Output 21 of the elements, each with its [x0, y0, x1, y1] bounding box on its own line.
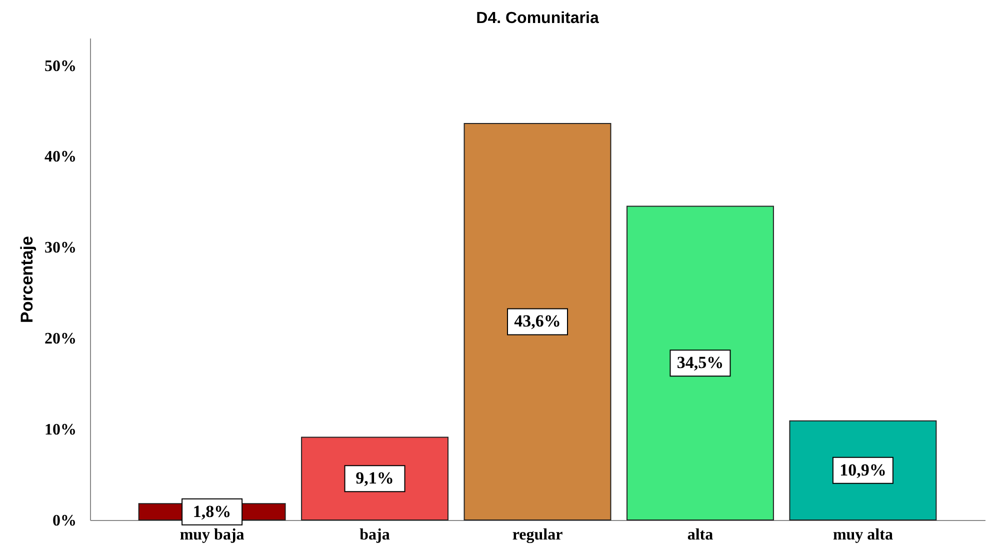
data-label: 43,6% — [514, 312, 561, 331]
x-tick-label: muy baja — [180, 526, 244, 544]
bar — [626, 206, 774, 520]
y-tick-label: 20% — [44, 330, 76, 348]
data-label: 9,1% — [356, 468, 394, 488]
data-label: 10,9% — [840, 460, 886, 480]
y-tick-label: 30% — [44, 240, 76, 257]
x-tick-label: muy alta — [832, 526, 893, 544]
bar — [464, 122, 612, 520]
x-tick-label: baja — [360, 526, 390, 544]
data-label: 34,5% — [676, 353, 724, 372]
y-axis-title: Porcentaje — [18, 236, 36, 323]
y-tick-label: 50% — [44, 58, 76, 75]
data-label: 1,8% — [192, 502, 232, 521]
y-tick-label: 40% — [44, 148, 76, 166]
x-tick-label: regular — [512, 526, 563, 544]
chart-title: D4. Comunitaria — [476, 10, 599, 27]
y-tick-label: 0% — [52, 512, 76, 530]
x-tick-label: alta — [687, 526, 714, 544]
bar — [789, 420, 937, 520]
y-tick-label: 10% — [44, 422, 76, 439]
